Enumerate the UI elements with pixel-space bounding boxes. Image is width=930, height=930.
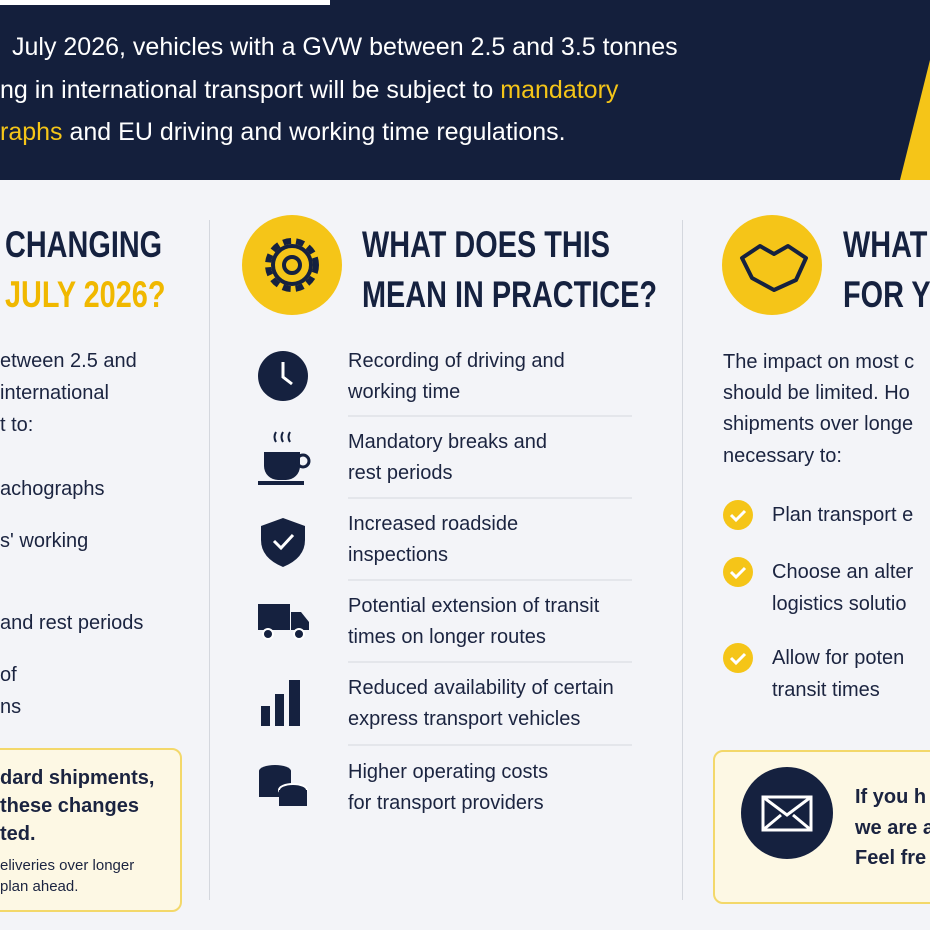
handshake-icon: [722, 215, 822, 315]
item-text: express transport vehicles: [348, 708, 581, 730]
heading: MEAN IN PRACTICE?: [362, 274, 658, 315]
header-line: raphs and EU driving and working time re…: [0, 117, 566, 147]
note-text: ted.: [0, 823, 36, 845]
list-item: ns: [0, 696, 22, 718]
item-text: Reduced availability of certain: [348, 677, 614, 699]
contact-text: If you h: [855, 786, 927, 808]
body-text: etween 2.5 and: [0, 350, 137, 372]
shield-icon: [261, 518, 305, 567]
note-text: these changes: [0, 795, 139, 817]
item-text: rest periods: [348, 462, 453, 484]
divider: [682, 220, 683, 900]
bars-icon: [261, 680, 300, 726]
item-text: Recording of driving and: [348, 350, 565, 372]
contact-text: we are a: [855, 817, 930, 839]
header-text: mandatory: [500, 76, 619, 104]
item-text: for transport providers: [348, 792, 544, 814]
check-text: Choose an alter: [772, 561, 914, 583]
heading: WHAT DOES THIS: [362, 224, 610, 265]
divider: [209, 220, 210, 900]
clock-icon: [258, 351, 308, 401]
check-icons: [723, 500, 753, 673]
gear-icon: [242, 215, 342, 315]
item-text: inspections: [348, 544, 449, 566]
header-line: ng in international transport will be su…: [0, 75, 618, 105]
header-text: ng in international transport will be su…: [0, 76, 501, 104]
heading: WHAT: [843, 224, 928, 265]
check-text: logistics solutio: [772, 593, 907, 615]
check-text: Allow for poten: [772, 647, 905, 669]
item-text: Potential extension of transit: [348, 595, 600, 617]
heading: CHANGING: [5, 224, 163, 265]
list-item: achographs: [0, 478, 105, 500]
note-small: plan ahead.: [0, 878, 79, 895]
body-text: t to:: [0, 414, 34, 436]
item-text: times on longer routes: [348, 626, 546, 648]
header-text: and EU driving and working time regulati…: [62, 118, 566, 146]
note-small: eliveries over longer: [0, 857, 135, 874]
body-text: The impact on most c: [723, 351, 915, 373]
truck-icon: [258, 604, 309, 640]
header-tab: [0, 0, 330, 5]
list-item: of: [0, 664, 17, 686]
cup-icon: [258, 431, 311, 485]
heading: FOR YO: [843, 274, 930, 315]
body-text: should be limited. Ho: [723, 382, 910, 404]
note-box: [0, 748, 182, 912]
item-separators: [348, 415, 632, 746]
check-text: Plan transport e: [772, 504, 914, 526]
list-item: and rest periods: [0, 612, 144, 634]
contact-text: Feel fre: [855, 847, 927, 869]
heading: JULY 2026?: [5, 274, 166, 315]
envelope-icon: [741, 767, 833, 859]
note-text: dard shipments,: [0, 767, 155, 789]
body-text: international: [0, 382, 109, 404]
body-text: shipments over longe: [723, 413, 914, 435]
header-text: raphs: [0, 118, 63, 146]
header-band: [0, 0, 930, 180]
header-text: July 2026, vehicles with a GVW between 2…: [12, 33, 678, 61]
item-text: working time: [348, 381, 461, 403]
coins-icon: [259, 765, 308, 806]
list-item: s' working: [0, 530, 89, 552]
check-text: transit times: [772, 679, 880, 701]
item-text: Increased roadside: [348, 513, 519, 535]
item-text: Higher operating costs: [348, 761, 549, 783]
item-text: Mandatory breaks and: [348, 431, 548, 453]
header-line: July 2026, vehicles with a GVW between 2…: [12, 32, 678, 62]
body-text: necessary to:: [723, 445, 842, 467]
accent-stripe: [900, 60, 930, 180]
